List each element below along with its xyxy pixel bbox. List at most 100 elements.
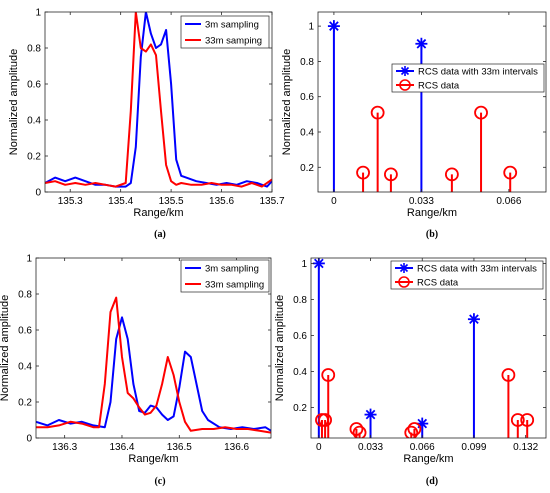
series-1-circle-marker-5 [404,425,419,438]
chart-b: 0 0.033 0.066 0.2 0.4 0.6 0.8 1 Range/km Normaliz… [281,11,547,240]
x-tick-label: 0.066 [496,196,521,207]
legend-entry-0: RCS data with 33m intervals [417,264,537,275]
series-1-circle-marker-7 [501,368,516,382]
series-1-circle-marker-4 [352,425,367,438]
y-tick-label: 1 [35,8,41,19]
x-axis-label: Range/km [133,207,183,219]
series-1-circle-marker-1 [370,105,385,120]
y-tick-label: 1 [301,259,307,270]
axes-frame [35,257,272,439]
chart-a: 135.3 135.4 135.5 135.6 135.7 0 0.2 0.4 0.6 0.8 1 R… [8,8,285,241]
y-tick-label: 0.4 [293,367,307,378]
x-tick-label: 0 [331,196,337,207]
plot-data [312,258,535,438]
series-0-asterisk-marker-3 [467,313,480,326]
asterisk-stroke [400,66,410,76]
chart-c: 136.3 136.4 136.5 136.6 0 0.2 0.4 0.6 0.8 1 Range/… [0,254,272,487]
y-tick-label: 0.2 [27,152,41,163]
series-0-asterisk-marker-1 [415,37,428,50]
axes-frame [44,11,273,193]
asterisk-stroke [365,409,376,420]
asterisk-stroke [329,21,339,31]
series-1-circle-marker-3 [444,167,459,182]
series-1-circle-marker-0 [356,165,370,180]
series-1-line [36,296,271,434]
x-tick-label: 136.6 [224,442,249,453]
series-1-circle-marker-6 [407,422,422,436]
asterisk-stroke [469,314,479,325]
panel-caption: (a) [154,229,166,240]
legend: RCS data with 33m intervals RCS data [390,260,544,290]
legend: 3m sampling 33m samping [180,15,270,49]
y-tick-label: 0.6 [27,80,41,91]
y-tick-label: 0 [35,188,41,199]
y-tick-label: 1 [26,254,32,265]
y-tick-label: 1 [308,22,314,33]
series-1-circle-marker-5 [503,165,518,180]
x-tick-label: 0.033 [358,442,383,453]
asterisk-stroke [416,38,427,49]
plot-data [327,20,518,192]
y-tick-label: 0.2 [293,403,307,414]
chart-d: 0 0.033 0.066 0.099 0.132 0.2 0.4 0.6 0.8 1 Range/… [274,257,547,487]
y-tick-label: 0.8 [300,57,314,68]
y-axis-label: Normalized amplitude [281,49,293,155]
x-tick-label: 0 [316,442,322,453]
y-axis-label: Normalized amplitude [0,295,11,401]
legend-circle-marker [398,276,410,288]
x-axis-label: Range/km [128,453,178,465]
legend-box [391,63,545,93]
x-tick-label: 0.132 [513,442,538,453]
legend-entry-0: 3m sampling [205,264,259,275]
series-0-asterisk-marker-0 [327,20,340,33]
legend-box [180,15,270,49]
series-1-circle-marker-8 [510,413,525,427]
legend-entry-0: RCS data with 33m intervals [418,67,538,78]
y-tick-label: 0.6 [293,331,307,342]
y-tick-label: 0.4 [300,128,314,139]
y-tick-label: 0.2 [300,163,314,174]
x-tick-label: 136.4 [109,442,134,453]
axes-frame [310,257,547,439]
y-tick-label: 0.4 [27,116,41,127]
y-tick-label: 0.4 [18,362,32,373]
legend-entry-1: 33m sampling [205,280,264,291]
x-tick-label: 135.3 [58,196,83,207]
series-1-circle-marker-3 [349,422,364,436]
x-tick-label: 135.6 [209,196,234,207]
x-tick-label: 135.5 [159,196,184,207]
legend-entry-1: 33m samping [205,36,262,47]
asterisk-stroke [313,258,324,269]
legend-box [180,259,270,293]
y-axis-label: Normalized amplitude [8,49,20,155]
asterisk-stroke [399,263,409,273]
x-tick-label: 136.5 [167,442,192,453]
series-1-circle-marker-2 [321,368,336,382]
series-1-circle-marker-2 [384,167,398,182]
legend-entry-1: RCS data [417,278,459,289]
plot-area [318,12,546,192]
legend-box [390,260,544,290]
panel-caption: (b) [426,229,438,240]
legend: RCS data with 33m intervals RCS data [391,63,545,93]
panel-caption: (c) [154,476,165,487]
x-tick-label: 0.099 [461,442,486,453]
series-1-circle-marker-4 [474,105,488,120]
y-tick-label: 0.6 [300,92,314,103]
panel-caption: (d) [426,476,438,487]
legend-circle-marker [399,79,411,91]
x-tick-label: 135.7 [259,196,284,207]
x-tick-label: 135.4 [108,196,133,207]
y-tick-label: 0.6 [18,326,32,337]
legend-asterisk-marker [399,263,409,273]
y-tick-label: 0.8 [293,295,307,306]
plot-data [45,12,272,188]
y-tick-label: 0.8 [27,44,41,55]
legend-entry-0: 3m sampling [205,20,259,31]
series-1-circle-marker-9 [520,413,535,427]
x-axis-label: Range/km [407,207,457,219]
series-1-circle-marker-1 [318,413,333,427]
legend: 3m sampling 33m sampling [180,259,270,293]
axes-frame [317,11,547,193]
